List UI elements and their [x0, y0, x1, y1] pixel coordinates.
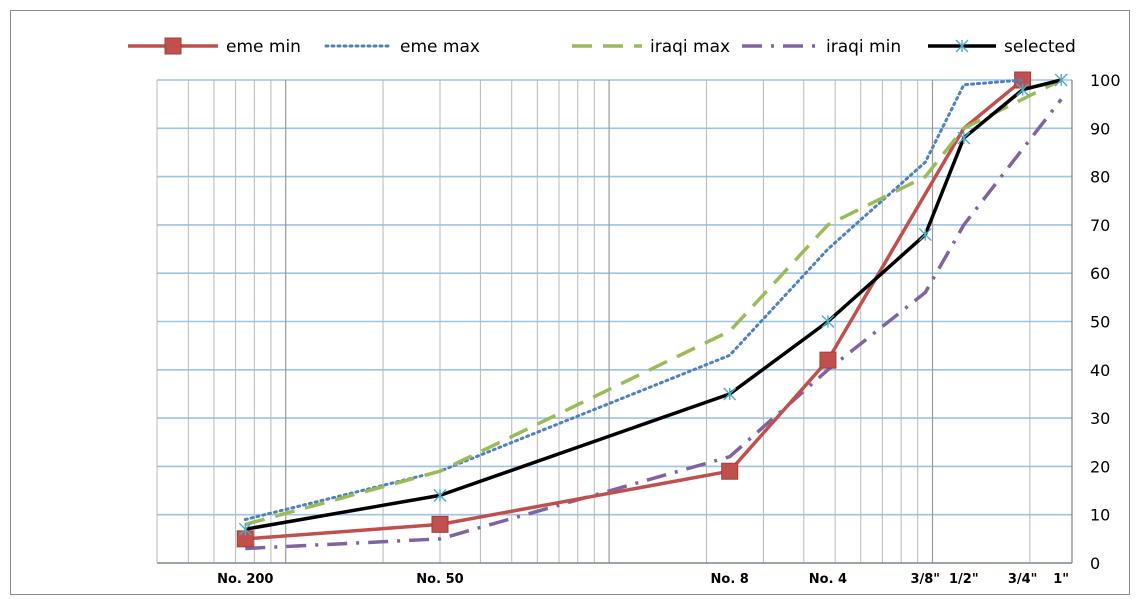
series-line-iraqi-min — [245, 98, 1063, 551]
x-tick-label: No. 200 — [217, 572, 273, 587]
data-point — [723, 387, 737, 401]
x-tick-label: 1/2" — [949, 572, 979, 587]
legend: eme min eme max iraqi max iraqi min selected — [128, 37, 1076, 57]
legend-label: selected — [1004, 37, 1076, 57]
y-tick-label: 80 — [1090, 168, 1110, 187]
x-tick-label: No. 50 — [416, 572, 463, 587]
x-gridlines — [156, 80, 1031, 563]
y-tick-label: 60 — [1090, 264, 1110, 283]
data-point — [1054, 73, 1068, 87]
y-tick-label: 0 — [1090, 554, 1100, 573]
data-point — [821, 315, 835, 328]
x-tick-label: 3/4" — [1008, 572, 1038, 587]
legend-label: eme max — [400, 37, 480, 57]
y-tick-labels: 0 10 20 30 40 50 60 70 80 90 100 — [1090, 71, 1121, 573]
series-layer — [236, 71, 1068, 551]
series-line-iraqi-max — [244, 78, 1062, 527]
legend-label: iraqi max — [650, 37, 730, 57]
x-tick-label: 3/8" — [910, 572, 940, 587]
x-tick-label: 1" — [1053, 572, 1069, 587]
legend-marker — [164, 37, 182, 55]
chart-frame — [10, 10, 1130, 595]
series-line-selected — [245, 78, 1062, 531]
x-tick-labels: No. 200 No. 50 No. 8 No. 4 3/8" 1/2" 3/4" 1" — [217, 572, 1069, 587]
legend-label: iraqi min — [826, 37, 901, 57]
legend-label: eme min — [226, 37, 301, 57]
y-tick-label: 20 — [1090, 457, 1110, 476]
data-point — [957, 131, 971, 145]
x-tick-label: No. 4 — [809, 572, 847, 587]
y-tick-label: 70 — [1090, 216, 1110, 235]
y-tick-label: 30 — [1090, 409, 1110, 428]
y-tick-label: 100 — [1090, 71, 1121, 90]
data-point — [238, 522, 252, 536]
data-point — [918, 228, 932, 242]
data-point — [1016, 83, 1030, 97]
series-line-eme-min — [245, 78, 1024, 541]
data-point — [721, 462, 739, 480]
data-point — [819, 351, 837, 369]
data-point — [431, 515, 449, 533]
y-tick-label: 40 — [1090, 361, 1110, 380]
legend-marker — [955, 39, 969, 53]
y-tick-label: 10 — [1090, 506, 1110, 525]
y-tick-label: 50 — [1090, 313, 1110, 332]
data-point — [433, 488, 447, 502]
axes — [156, 80, 1073, 564]
x-tick-label: No. 8 — [711, 572, 749, 587]
y-tick-label: 90 — [1090, 119, 1110, 138]
series-line-eme-max — [243, 78, 1025, 521]
